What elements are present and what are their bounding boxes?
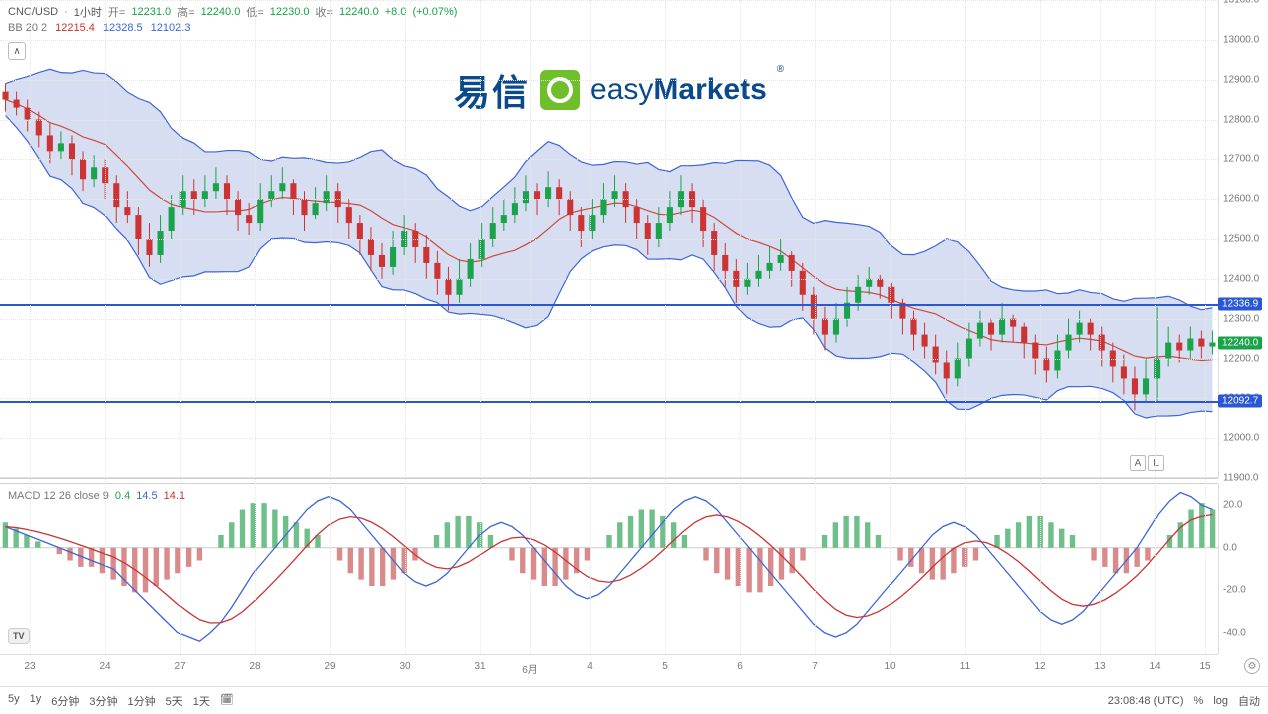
price-chart[interactable]: A L xyxy=(0,0,1218,478)
x-tick: 11 xyxy=(960,661,970,672)
x-tick: 15 xyxy=(1199,661,1210,672)
macd-y-axis[interactable]: 20.0 0.0 -20.0 -40.0 xyxy=(1218,484,1268,654)
x-tick: 12 xyxy=(1034,661,1045,672)
footer-right: 23:08:48 (UTC) % log 自动 xyxy=(1108,693,1260,709)
y-tick: 12300.0 xyxy=(1223,313,1259,324)
last-price-flag: 12240.0 xyxy=(1218,336,1262,349)
x-tick: 6 xyxy=(737,661,743,672)
pct-toggle[interactable]: % xyxy=(1194,695,1204,707)
x-tick: 10 xyxy=(884,661,895,672)
auto-toggle[interactable]: 自动 xyxy=(1238,693,1260,709)
x-tick: 30 xyxy=(399,661,410,672)
y-tick: 13100.0 xyxy=(1223,0,1259,6)
y-tick: 12400.0 xyxy=(1223,273,1259,284)
x-tick: 31 xyxy=(474,661,485,672)
y-tick: 12200.0 xyxy=(1223,353,1259,364)
x-tick: 13 xyxy=(1094,661,1105,672)
timeframe-option[interactable]: 6分钟 xyxy=(51,693,79,709)
timeframe-option[interactable]: 5y xyxy=(8,693,20,709)
price-flag: 12092.7 xyxy=(1218,395,1262,408)
x-tick: 4 xyxy=(587,661,593,672)
macd-chart[interactable] xyxy=(0,484,1218,654)
support-resistance-line[interactable] xyxy=(0,304,1218,306)
log-toggle[interactable]: log xyxy=(1213,695,1228,707)
al-buttons: A L xyxy=(1130,455,1164,471)
a-button[interactable]: A xyxy=(1130,455,1146,471)
y-tick: 12500.0 xyxy=(1223,234,1259,245)
macd-y-tick: 20.0 xyxy=(1223,500,1242,511)
support-resistance-line[interactable] xyxy=(0,401,1218,403)
macd-y-tick: -20.0 xyxy=(1223,585,1246,596)
y-tick: 13000.0 xyxy=(1223,34,1259,45)
clock[interactable]: 23:08:48 (UTC) xyxy=(1108,695,1184,707)
x-tick: 5 xyxy=(662,661,668,672)
y-tick: 12600.0 xyxy=(1223,194,1259,205)
y-tick: 12900.0 xyxy=(1223,74,1259,85)
footer-bar: 5y 1y 6分钟 3分钟 1分钟 5天 1天 🗓 23:08:48 (UTC) % log … xyxy=(0,686,1268,714)
macd-y-tick: -40.0 xyxy=(1223,627,1246,638)
timeframe-option[interactable]: 1分钟 xyxy=(128,693,156,709)
x-tick: 14 xyxy=(1149,661,1160,672)
x-tick: 23 xyxy=(24,661,35,672)
timeframe-option[interactable]: 1y xyxy=(30,693,42,709)
timeframe-list: 5y 1y 6分钟 3分钟 1分钟 5天 1天 🗓 xyxy=(8,693,234,709)
x-tick: 29 xyxy=(324,661,335,672)
timeframe-option[interactable]: 1天 xyxy=(193,693,210,709)
l-button[interactable]: L xyxy=(1148,455,1164,471)
y-tick: 11900.0 xyxy=(1223,473,1258,484)
macd-y-tick: 0.0 xyxy=(1223,542,1237,553)
x-tick: 7 xyxy=(812,661,818,672)
x-tick: 27 xyxy=(174,661,185,672)
calendar-icon[interactable]: 🗓 xyxy=(220,693,234,709)
timeframe-option[interactable]: 3分钟 xyxy=(89,693,117,709)
timeframe-option[interactable]: 5天 xyxy=(166,693,183,709)
y-tick: 12000.0 xyxy=(1223,433,1259,444)
time-x-axis[interactable]: 23 24 27 28 29 30 31 6月 4 5 6 7 10 11 12 13 14 15 xyxy=(0,654,1218,678)
price-flag: 12336.9 xyxy=(1218,297,1262,310)
y-tick: 12700.0 xyxy=(1223,154,1259,165)
tradingview-badge[interactable]: TV xyxy=(8,628,30,644)
axis-settings-icon[interactable]: ⚙ xyxy=(1244,658,1260,674)
x-tick: 28 xyxy=(249,661,260,672)
y-tick: 12800.0 xyxy=(1223,114,1259,125)
x-tick: 24 xyxy=(99,661,110,672)
x-tick: 6月 xyxy=(522,661,538,676)
